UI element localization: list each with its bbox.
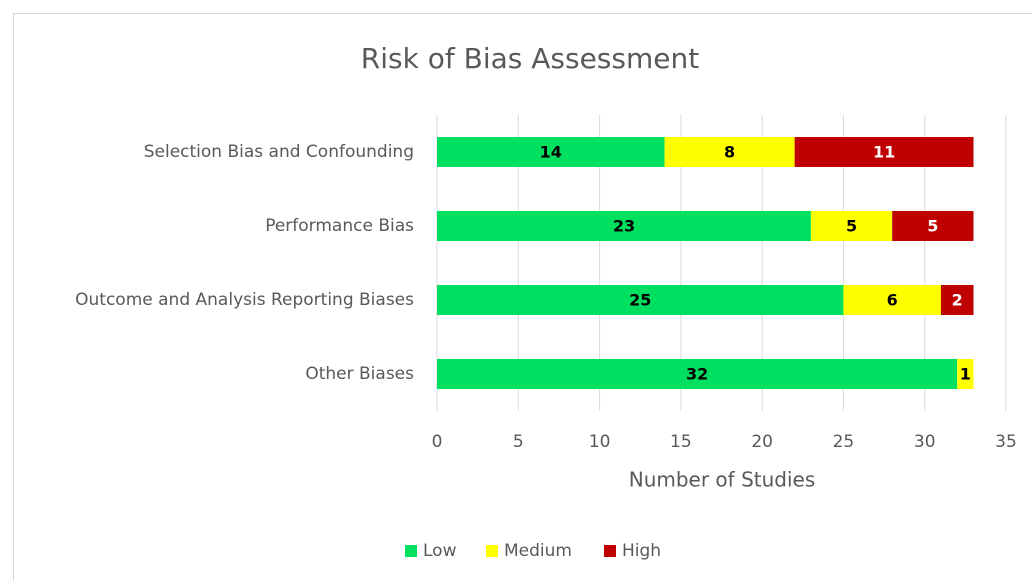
- legend-label: Low: [423, 541, 457, 561]
- bar-segment: [437, 211, 811, 241]
- data-label: 23: [613, 217, 635, 236]
- legend-swatch: [486, 545, 498, 557]
- bar-segment: [957, 359, 974, 389]
- legend-swatch: [604, 545, 616, 557]
- x-tick-label: 20: [751, 432, 773, 452]
- data-label: 32: [686, 365, 708, 384]
- chart-title: Risk of Bias Assessment: [361, 42, 699, 75]
- data-label: 11: [873, 143, 895, 162]
- data-label: 14: [540, 143, 562, 162]
- x-tick-label: 10: [589, 432, 611, 452]
- data-label: 2: [952, 291, 963, 310]
- data-label: 5: [927, 217, 938, 236]
- legend-label: High: [622, 541, 661, 561]
- legend-label: Medium: [504, 541, 572, 561]
- bar-segment: [437, 359, 958, 389]
- data-label: 8: [724, 143, 735, 162]
- bar-segment: [892, 211, 974, 241]
- bar-segment: [437, 137, 665, 167]
- bar-segment: [437, 285, 844, 315]
- y-tick-label: Selection Bias and Confounding: [144, 142, 414, 162]
- x-tick-label: 15: [670, 432, 692, 452]
- bar-segment: [664, 137, 795, 167]
- y-tick-label: Outcome and Analysis Reporting Biases: [75, 290, 414, 310]
- x-tick-label: 5: [513, 432, 524, 452]
- data-label: 1: [960, 365, 971, 384]
- data-label: 6: [887, 291, 898, 310]
- x-tick-label: 25: [833, 432, 855, 452]
- bar-segment: [843, 285, 941, 315]
- x-tick-label: 35: [995, 432, 1017, 452]
- x-tick-label: 30: [914, 432, 936, 452]
- bar-segment: [794, 137, 974, 167]
- y-tick-label: Other Biases: [305, 364, 414, 384]
- bar-segment: [810, 211, 893, 241]
- y-tick-label: Performance Bias: [265, 216, 414, 236]
- data-label: 5: [846, 217, 857, 236]
- x-tick-label: 0: [432, 432, 443, 452]
- bar-segment: [940, 285, 974, 315]
- data-label: 25: [629, 291, 651, 310]
- x-axis-label: Number of Studies: [629, 468, 816, 492]
- legend-swatch: [405, 545, 417, 557]
